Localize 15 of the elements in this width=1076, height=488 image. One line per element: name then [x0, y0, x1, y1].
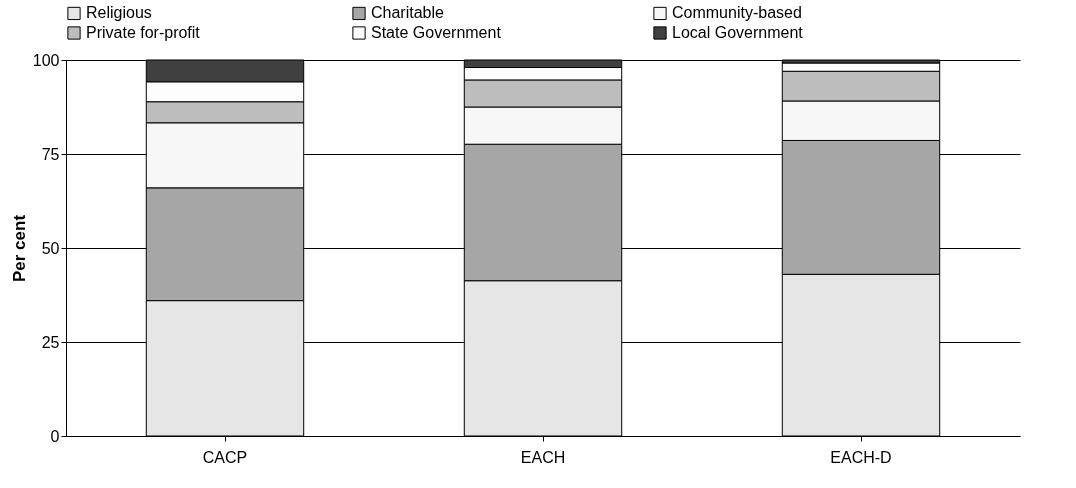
y-tick-label: 100 [32, 51, 60, 69]
legend-label: Charitable [371, 4, 445, 22]
legend-label: Community-based [672, 4, 802, 22]
legend-label: Local Government [672, 24, 804, 41]
x-tick-label: CACP [202, 448, 248, 466]
y-tick-label: 0 [50, 427, 60, 445]
x-tick-label: EACH-D [830, 448, 892, 466]
y-tick-label: 25 [41, 333, 60, 351]
y-tick-label: 75 [41, 145, 60, 163]
y-axis-title: Per cent [9, 214, 29, 283]
legend-label: State Government [371, 24, 502, 41]
y-tick-label: 50 [41, 239, 60, 257]
legend-label: Private for-profit [86, 24, 201, 41]
legend-label: Religious [86, 4, 152, 22]
x-tick-label: EACH [520, 448, 566, 466]
